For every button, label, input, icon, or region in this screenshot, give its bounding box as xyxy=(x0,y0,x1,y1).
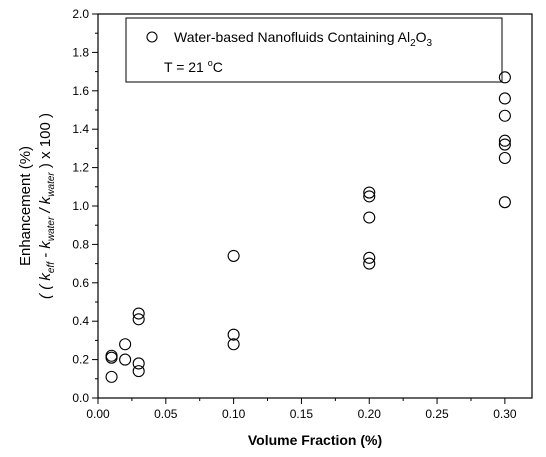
y-axis-title-line-1: Enhancement (%) xyxy=(17,146,34,266)
ylabel-part-3: / k xyxy=(37,195,54,217)
data-point xyxy=(227,338,240,351)
ylabel-part-1: ( ( k xyxy=(37,272,54,299)
x-axis-title: Volume Fraction (%) xyxy=(248,432,382,448)
legend-series-subscript: 2 xyxy=(410,38,416,49)
data-point xyxy=(498,71,511,84)
x-tick-label: 0.00 xyxy=(86,407,110,421)
legend-frame xyxy=(125,17,503,83)
data-point xyxy=(498,92,511,105)
data-point xyxy=(363,251,376,264)
legend-box: Water-based Nanofluids Containing Al2O3 … xyxy=(125,17,503,83)
y-tick-label: 2.0 xyxy=(72,7,89,21)
data-point xyxy=(119,353,132,366)
data-point xyxy=(498,138,511,151)
ylabel-part-4: ) x 100 ) xyxy=(37,113,54,172)
legend-series-subscript-2: 3 xyxy=(427,38,433,49)
ylabel-sub-1: eff xyxy=(46,261,57,273)
y-tick-label: 1.4 xyxy=(72,122,89,136)
x-tick-label: 0.25 xyxy=(425,407,449,421)
y-tick-label: 1.6 xyxy=(72,84,89,98)
ylabel-part-2: - k xyxy=(37,240,54,262)
y-tick-label: 0.6 xyxy=(72,276,89,290)
data-point xyxy=(498,109,511,122)
data-point xyxy=(132,307,145,320)
axis-ticks: 0.00 0.05 0.10 0.15 0.20 0.25 0.30 0.0 0.2 0.4 0.6… xyxy=(72,7,517,421)
data-point xyxy=(105,370,118,383)
data-points xyxy=(105,71,511,383)
data-point xyxy=(132,357,145,370)
legend-condition-text: T = 21 xyxy=(164,59,208,75)
data-point xyxy=(227,328,240,341)
y-tick-label: 0.4 xyxy=(72,314,89,328)
x-tick-label: 0.05 xyxy=(154,407,178,421)
y-tick-label: 1.8 xyxy=(72,45,89,59)
legend-series-label: Water-based Nanofluids Containing Al2O3 xyxy=(174,29,433,49)
legend-marker xyxy=(146,31,158,43)
x-tick-label: 0.20 xyxy=(358,407,382,421)
data-point xyxy=(227,249,240,262)
data-point xyxy=(498,151,511,165)
y-tick-label: 1.0 xyxy=(72,199,89,213)
legend-condition-superscript: o xyxy=(208,58,213,68)
legend-series-text-2: O xyxy=(416,29,427,45)
legend-series-text: Water-based Nanofluids Containing Al xyxy=(174,29,410,45)
plot-area-frame xyxy=(97,13,533,399)
y-tick-label: 0.0 xyxy=(72,391,89,405)
x-tick-label: 0.30 xyxy=(493,407,517,421)
x-tick-label: 0.10 xyxy=(222,407,246,421)
data-point xyxy=(498,196,511,209)
data-point xyxy=(105,351,118,364)
data-point xyxy=(363,190,376,203)
x-tick-label: 0.15 xyxy=(290,407,314,421)
y-tick-label: 0.8 xyxy=(72,237,89,251)
y-axis-title-line-2: ( ( keff - kwater / kwater ) x 100 ) xyxy=(37,113,57,299)
ylabel-sub-3: water xyxy=(46,172,57,197)
data-point xyxy=(498,134,511,147)
legend-condition-unit: C xyxy=(213,59,223,75)
data-point xyxy=(363,211,376,224)
data-point xyxy=(132,365,145,378)
ylabel-sub-2: water xyxy=(46,216,57,241)
y-axis-title: Enhancement (%) ( ( keff - kwater / kwat… xyxy=(17,113,57,299)
data-point xyxy=(363,186,376,199)
data-point xyxy=(363,257,376,270)
y-tick-label: 1.2 xyxy=(72,161,89,175)
y-tick-label: 0.2 xyxy=(72,353,89,367)
legend-condition-label: T = 21 oC xyxy=(164,58,223,75)
data-point xyxy=(132,313,145,326)
data-point xyxy=(119,338,132,351)
